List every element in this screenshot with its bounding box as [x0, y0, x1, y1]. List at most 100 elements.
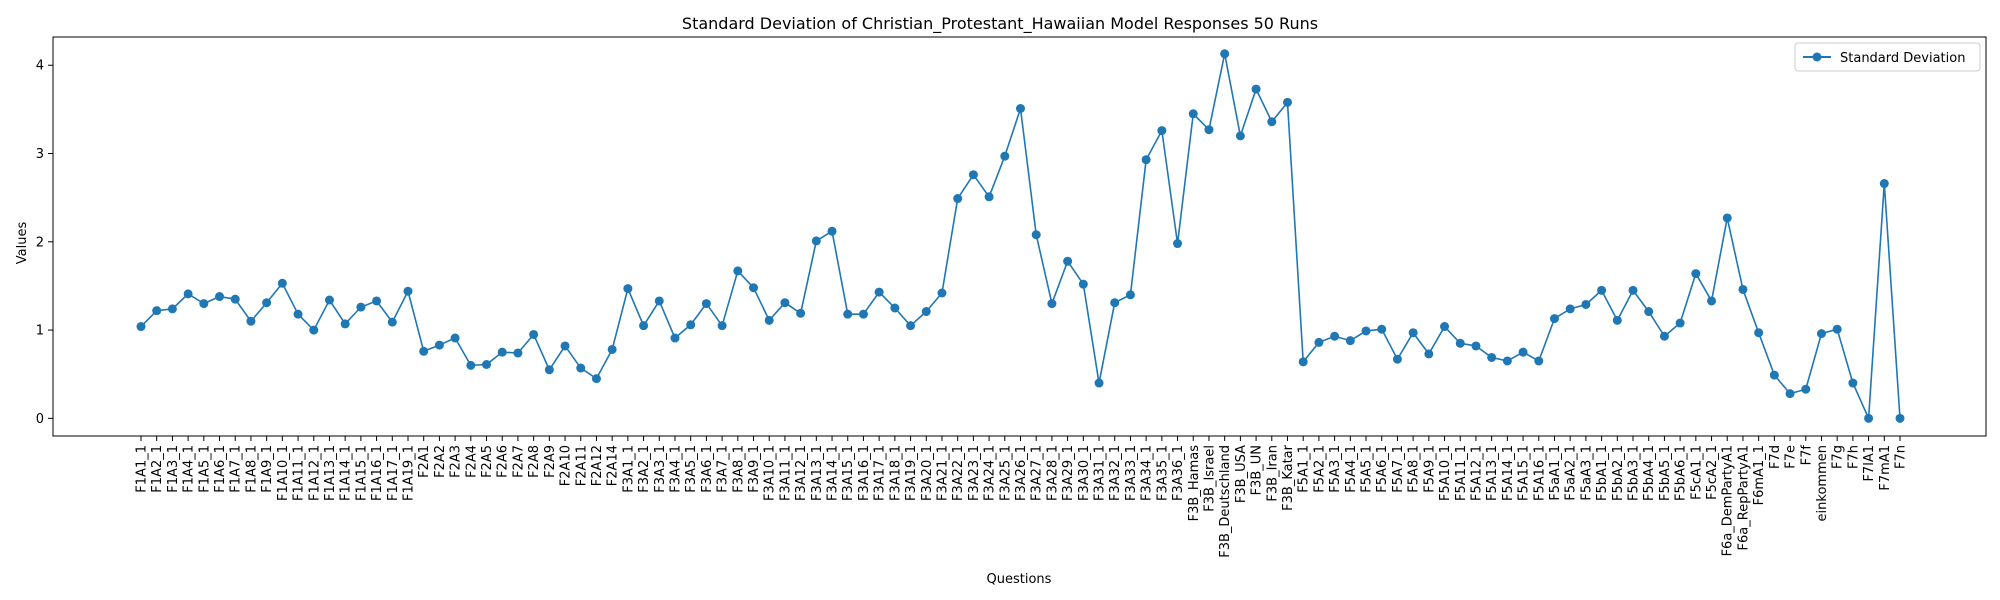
- x-tick-label: F6mA1_1: [1752, 445, 1767, 505]
- x-tick-label: F3A24_1: [983, 445, 998, 501]
- data-point: [780, 298, 790, 308]
- x-tick-label: F5A12_1: [1469, 445, 1484, 501]
- data-point: [639, 321, 649, 331]
- data-point: [1361, 326, 1371, 336]
- x-tick-label: F5A5_1: [1360, 445, 1375, 493]
- x-tick-label: F3B_Katar: [1281, 444, 1296, 510]
- y-tick-label: 0: [36, 412, 44, 427]
- x-tick-label: F3A28_1: [1045, 445, 1060, 501]
- x-tick-label: F5A11_1: [1454, 445, 1469, 501]
- data-point: [513, 348, 523, 358]
- data-point: [1471, 341, 1481, 351]
- data-point: [1455, 338, 1465, 348]
- x-tick-label: F3B_Israel: [1202, 445, 1217, 512]
- x-tick-label: F1A9_1: [260, 445, 275, 493]
- data-point: [1298, 357, 1308, 367]
- x-tick-label: F3A9_1: [747, 445, 762, 493]
- data-point: [1628, 285, 1638, 295]
- data-point: [1597, 285, 1607, 295]
- data-point: [136, 322, 146, 332]
- data-point: [1754, 328, 1764, 338]
- x-tick-label: F5A15_1: [1517, 445, 1532, 501]
- x-tick-label: F2A8: [527, 445, 542, 478]
- x-tick-label: F3A36_1: [1171, 445, 1186, 501]
- data-point: [1016, 104, 1025, 113]
- data-point: [1879, 179, 1889, 189]
- x-tick-label: F5bA3_1: [1627, 445, 1642, 501]
- x-tick-label: F2A12: [590, 445, 605, 486]
- x-tick-label: F2A4: [464, 445, 479, 478]
- x-tick-label: F2A9: [543, 445, 558, 478]
- x-tick-label: F1A19_1: [401, 445, 416, 501]
- data-point: [1659, 331, 1669, 341]
- x-tick-label: einkommen: [1815, 445, 1830, 521]
- data-point: [1392, 354, 1402, 364]
- x-tick-label: F3A22_1: [951, 445, 966, 501]
- x-tick-label: F5aA1_1: [1548, 445, 1563, 501]
- x-tick-label: F2A2: [433, 445, 448, 478]
- data-point: [670, 333, 680, 343]
- data-point: [1188, 109, 1198, 119]
- data-point: [482, 360, 492, 369]
- x-tick-label: F1A11_1: [292, 445, 307, 501]
- x-tick-label: F5A10_1: [1438, 445, 1453, 501]
- x-tick-label: F2A7: [511, 445, 526, 478]
- x-tick-label: F1A16_1: [370, 445, 385, 501]
- x-tick-label: F1A3_1: [166, 445, 181, 493]
- data-point: [1031, 230, 1041, 240]
- data-point: [1251, 84, 1261, 94]
- data-point: [1644, 307, 1654, 317]
- x-tick-label: F7lA1: [1862, 445, 1877, 482]
- x-tick-label: F3A11_1: [778, 445, 793, 501]
- data-point: [293, 309, 303, 319]
- data-point: [937, 288, 947, 298]
- x-tick-label: F7mA1: [1878, 445, 1893, 491]
- y-tick-label: 1: [36, 324, 44, 339]
- data-point: [1314, 337, 1324, 347]
- data-point: [1204, 125, 1214, 135]
- data-point: [858, 309, 868, 319]
- data-point: [1816, 329, 1826, 339]
- data-point: [968, 170, 978, 180]
- x-tick-label: F3A31_1: [1093, 445, 1108, 501]
- x-tick-label: F3A1_1: [621, 445, 636, 493]
- data-point: [953, 194, 963, 204]
- x-tick-label: F2A14: [606, 445, 621, 486]
- data-point: [1424, 349, 1434, 359]
- x-tick-label: F5bA5_1: [1658, 445, 1673, 501]
- data-point: [372, 296, 382, 306]
- data-point: [544, 365, 554, 375]
- x-tick-label: F3A2_1: [637, 445, 652, 493]
- x-tick-label: F3A6_1: [700, 445, 715, 493]
- data-point: [309, 325, 319, 335]
- data-point: [654, 296, 664, 306]
- data-point: [796, 308, 806, 318]
- data-point: [1801, 384, 1811, 394]
- x-tick-label: F7d: [1768, 445, 1783, 469]
- x-tick-label: F1A2_1: [150, 445, 165, 493]
- x-tick-label: F7n: [1894, 445, 1909, 469]
- data-point: [1345, 336, 1355, 346]
- x-tick-label: F3A14_1: [826, 445, 841, 501]
- x-tick-label: F2A1: [417, 445, 432, 478]
- x-tick-label: F2A5: [480, 445, 495, 478]
- data-point: [1864, 413, 1874, 423]
- x-tick-label: F3A12_1: [794, 445, 809, 501]
- data-point: [1282, 97, 1292, 107]
- x-tick-label: F5bA4_1: [1642, 445, 1657, 501]
- data-point: [1518, 347, 1528, 357]
- data-point: [1691, 269, 1701, 279]
- x-tick-label: F2A3: [449, 445, 464, 478]
- x-tick-label: F3B_Iran: [1265, 445, 1280, 502]
- data-point: [890, 303, 900, 313]
- y-tick-label: 2: [36, 235, 44, 250]
- data-point: [1377, 324, 1387, 334]
- x-tick-label: F1A10_1: [276, 445, 291, 501]
- data-point: [1549, 314, 1559, 324]
- x-tick-label: F1A5_1: [197, 445, 212, 493]
- x-tick-label: F3A13_1: [810, 445, 825, 501]
- x-tick-label: F5bA1_1: [1595, 445, 1610, 501]
- data-point: [1157, 126, 1167, 136]
- x-tick-label: F3A8_1: [731, 445, 746, 493]
- x-tick-label: F3A5_1: [684, 445, 699, 493]
